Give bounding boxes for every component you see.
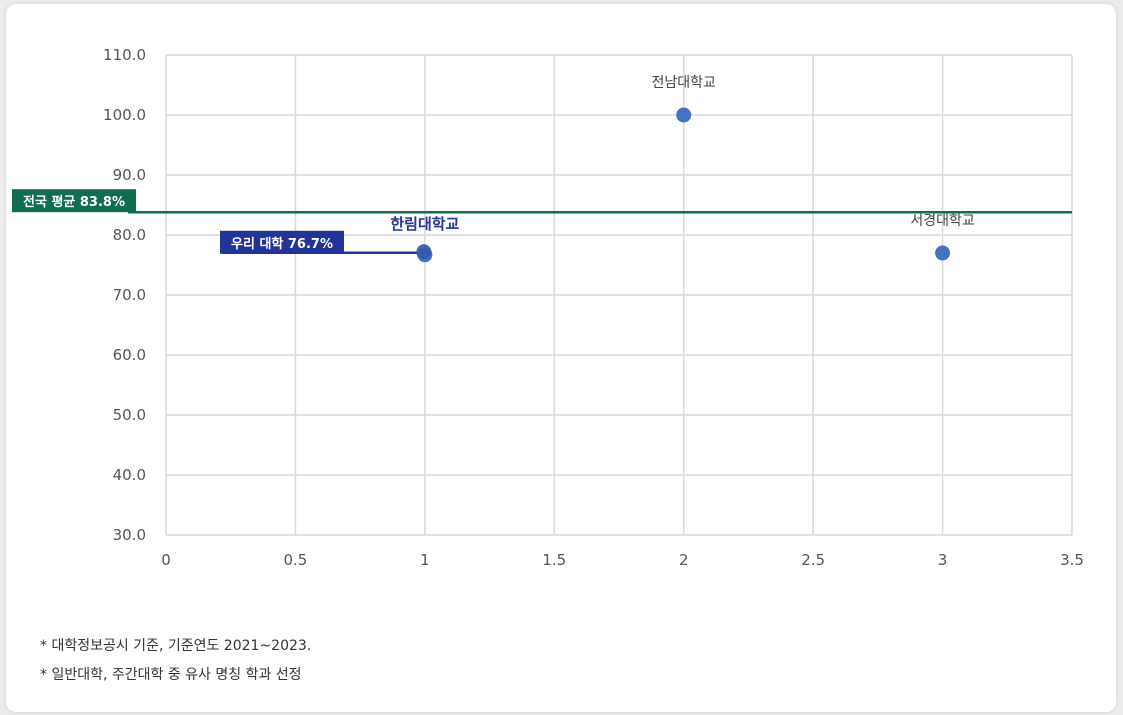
x-tick-label: 3 xyxy=(938,551,948,569)
reference-lines: 전국 평균 83.8% 우리 대학 76.7% xyxy=(12,189,1072,255)
our-university-badge xyxy=(220,230,344,254)
x-tick-label: 0 xyxy=(161,551,171,569)
x-tick-label: 1 xyxy=(420,551,430,569)
national-average-label: 전국 평균 83.8% xyxy=(23,194,125,210)
data-point-highlight-marker xyxy=(416,244,432,260)
chart-card xyxy=(6,4,1116,712)
footnote-source: * 대학정보공시 기준, 기준연도 2021~2023. xyxy=(40,638,312,654)
x-tick-label: 0.5 xyxy=(283,551,307,569)
our-university-label: 우리 대학 76.7% xyxy=(231,236,333,252)
data-point xyxy=(676,107,692,123)
grid xyxy=(165,54,1073,536)
footnote-selection: * 일반대학, 주간대학 중 유사 명칭 학과 선정 xyxy=(40,667,302,683)
data-point-label: 한림대학교 xyxy=(390,215,459,233)
x-tick-label: 3.5 xyxy=(1060,551,1084,569)
y-tick-label: 100.0 xyxy=(103,106,146,124)
y-tick-label: 80.0 xyxy=(113,226,146,244)
y-tick-label: 70.0 xyxy=(113,286,146,304)
y-tick-label: 40.0 xyxy=(113,466,146,484)
y-tick-label: 60.0 xyxy=(113,346,146,364)
x-tick-label: 1.5 xyxy=(542,551,566,569)
data-point-label: 전남대학교 xyxy=(652,75,717,91)
data-point xyxy=(935,245,951,261)
y-tick-label: 50.0 xyxy=(113,406,146,424)
y-tick-label: 110.0 xyxy=(103,46,146,64)
x-tick-label: 2 xyxy=(679,551,689,569)
y-tick-label: 30.0 xyxy=(113,526,146,544)
axes: 30.0 40.0 50.0 60.0 70.0 80.0 90.0 100.0 110.0 0 0… xyxy=(103,46,1084,569)
data-point-label: 서경대학교 xyxy=(910,213,975,229)
y-tick-label: 90.0 xyxy=(113,166,146,184)
x-tick-label: 2.5 xyxy=(801,551,825,569)
national-average-badge xyxy=(12,189,136,213)
scatter-chart: 30.0 40.0 50.0 60.0 70.0 80.0 90.0 100.0 110.0 0 0… xyxy=(12,46,1084,569)
